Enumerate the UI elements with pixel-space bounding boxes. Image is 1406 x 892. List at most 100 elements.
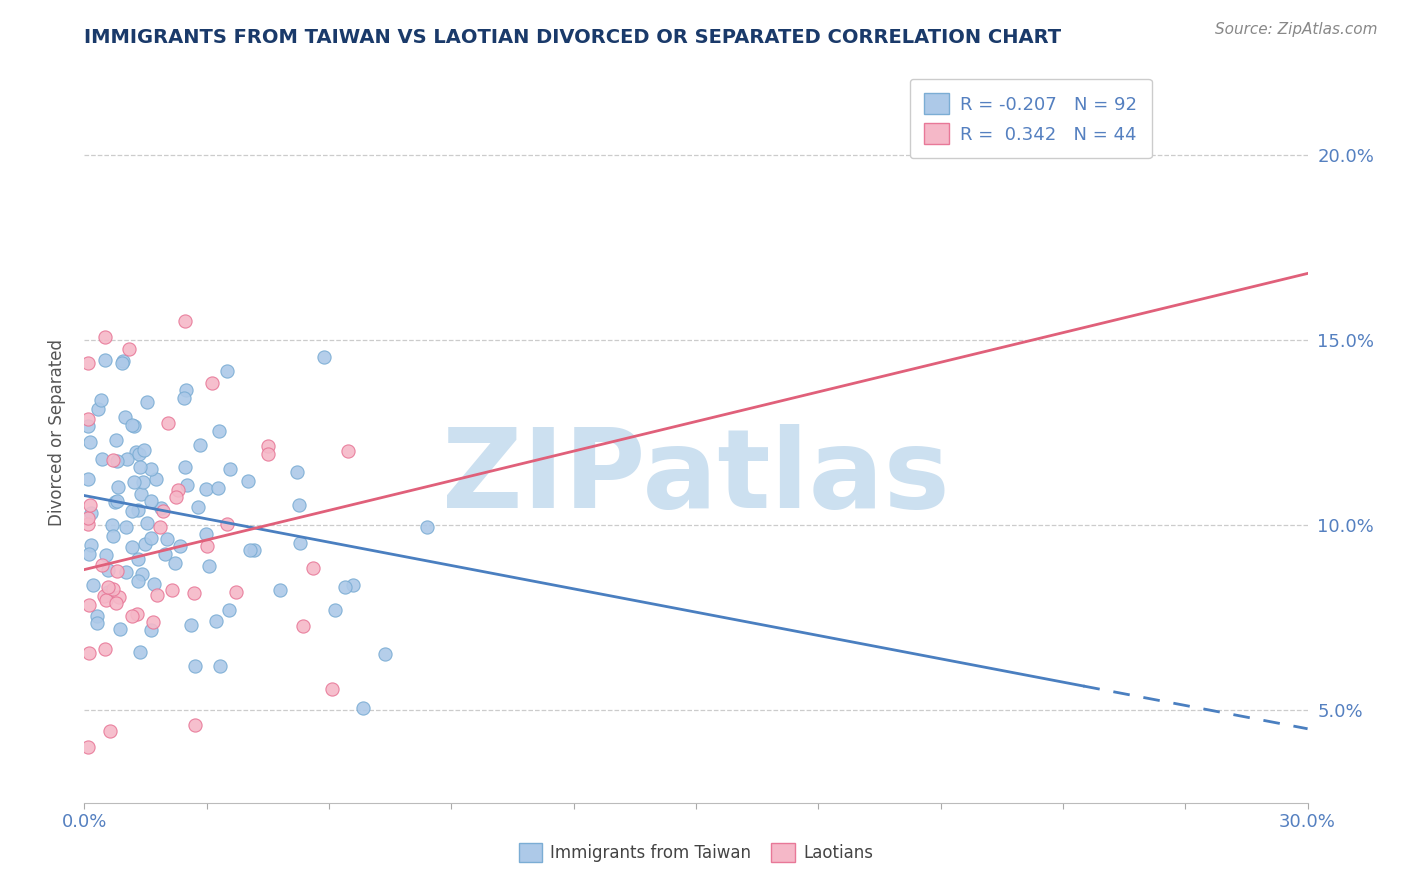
Point <box>156 416 179 430</box>
Point <box>165 490 187 504</box>
Point <box>209 659 232 673</box>
Text: ZIPatlas: ZIPatlas <box>441 424 950 531</box>
Point <box>135 516 157 531</box>
Point <box>107 590 129 604</box>
Point <box>125 445 148 459</box>
Point <box>115 566 138 580</box>
Point <box>107 480 129 494</box>
Point <box>217 516 239 531</box>
Point <box>108 622 131 636</box>
Point <box>188 438 211 452</box>
Point <box>236 474 259 488</box>
Point <box>86 402 108 417</box>
Point <box>77 548 100 562</box>
Point <box>101 453 124 467</box>
Point <box>314 351 336 365</box>
Point <box>131 566 153 581</box>
Point <box>176 477 198 491</box>
Point <box>142 577 165 591</box>
Point <box>111 356 134 370</box>
Point <box>201 376 224 391</box>
Point <box>77 411 100 425</box>
Point <box>80 538 103 552</box>
Point <box>134 537 156 551</box>
Point <box>183 586 205 600</box>
Point <box>285 466 308 480</box>
Point <box>135 394 157 409</box>
Point <box>225 584 247 599</box>
Legend: Immigrants from Taiwan, Laotians: Immigrants from Taiwan, Laotians <box>512 836 880 869</box>
Point <box>115 520 138 534</box>
Point <box>80 506 103 520</box>
Point <box>288 498 311 512</box>
Point <box>127 503 149 517</box>
Point <box>105 564 128 578</box>
Point <box>208 424 231 438</box>
Text: Source: ZipAtlas.com: Source: ZipAtlas.com <box>1215 22 1378 37</box>
Point <box>139 531 162 545</box>
Point <box>77 646 100 660</box>
Point <box>121 504 143 518</box>
Point <box>176 384 198 398</box>
Point <box>94 641 117 656</box>
Point <box>77 418 100 433</box>
Point <box>107 493 129 508</box>
Point <box>145 472 167 486</box>
Point <box>104 596 127 610</box>
Point <box>257 447 280 461</box>
Point <box>156 532 179 546</box>
Point <box>139 461 162 475</box>
Point <box>333 580 356 594</box>
Point <box>86 608 108 623</box>
Point <box>77 511 100 525</box>
Point <box>291 618 314 632</box>
Point <box>122 475 145 489</box>
Point <box>93 589 115 603</box>
Point <box>239 543 262 558</box>
Point <box>131 475 153 490</box>
Point <box>139 494 162 508</box>
Point <box>219 462 242 476</box>
Point <box>91 558 114 573</box>
Point <box>174 314 197 328</box>
Point <box>337 444 360 458</box>
Point <box>100 724 122 739</box>
Point <box>94 352 117 367</box>
Point <box>79 499 101 513</box>
Point <box>79 599 101 613</box>
Point <box>94 548 117 562</box>
Point <box>77 472 100 486</box>
Point <box>114 410 136 425</box>
Point <box>374 647 396 661</box>
Point <box>121 609 143 624</box>
Point <box>167 483 190 497</box>
Point <box>217 364 239 378</box>
Point <box>204 614 226 628</box>
Point <box>160 583 183 598</box>
Point <box>105 433 128 447</box>
Point <box>163 556 186 570</box>
Point <box>103 529 125 543</box>
Point <box>82 578 104 592</box>
Point <box>218 603 240 617</box>
Y-axis label: Divorced or Separated: Divorced or Separated <box>48 339 66 526</box>
Point <box>198 558 221 573</box>
Point <box>302 560 325 574</box>
Point <box>194 527 217 541</box>
Point <box>97 563 120 577</box>
Point <box>117 452 139 467</box>
Point <box>86 615 108 630</box>
Point <box>180 617 202 632</box>
Point <box>183 718 205 732</box>
Point <box>94 329 117 343</box>
Point <box>90 393 112 408</box>
Point <box>91 452 114 467</box>
Point <box>104 495 127 509</box>
Point <box>149 520 172 534</box>
Point <box>207 481 229 495</box>
Point <box>353 700 375 714</box>
Point <box>77 517 100 532</box>
Point <box>149 501 172 516</box>
Point <box>107 454 129 468</box>
Point <box>77 356 100 370</box>
